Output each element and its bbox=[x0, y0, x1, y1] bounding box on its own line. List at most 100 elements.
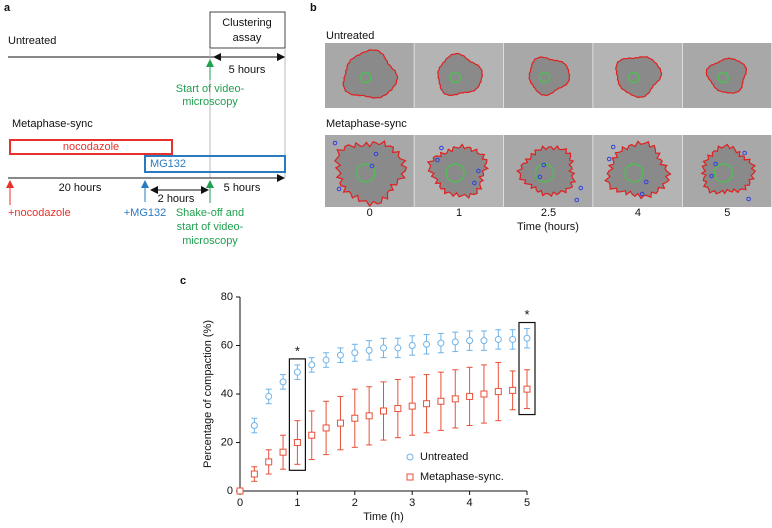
label: Shake-off and bbox=[176, 207, 244, 219]
point bbox=[437, 397, 445, 405]
stain bbox=[713, 163, 734, 183]
point bbox=[480, 390, 488, 398]
point bbox=[494, 335, 502, 343]
y-tick-label: 40 bbox=[221, 388, 233, 400]
dead-cell bbox=[713, 161, 718, 167]
y-tick-label: 60 bbox=[221, 339, 233, 351]
point bbox=[293, 368, 301, 376]
point bbox=[451, 338, 459, 346]
point bbox=[394, 405, 402, 413]
stain bbox=[445, 163, 465, 183]
point bbox=[509, 335, 517, 343]
cell-cluster bbox=[516, 145, 577, 198]
point bbox=[279, 448, 287, 456]
dead-cell bbox=[709, 173, 714, 179]
significance: * bbox=[524, 307, 529, 322]
cell-cluster bbox=[604, 140, 672, 200]
point bbox=[423, 340, 431, 348]
point bbox=[250, 470, 258, 478]
cell-cluster bbox=[334, 140, 408, 208]
point bbox=[480, 337, 488, 345]
y-axis-label: Percentage of compaction (%) bbox=[202, 320, 214, 468]
point bbox=[523, 385, 531, 393]
dead-cell bbox=[537, 174, 543, 180]
time-label: 1 bbox=[456, 207, 462, 219]
point bbox=[466, 337, 474, 345]
panel-letter: a bbox=[4, 2, 11, 14]
point bbox=[408, 342, 416, 349]
point bbox=[293, 439, 301, 446]
axis-label: Time (hours) bbox=[517, 221, 579, 233]
assay-box bbox=[209, 11, 286, 49]
dead-cell bbox=[439, 145, 444, 151]
y-tick-label: 0 bbox=[227, 485, 233, 497]
stain bbox=[359, 71, 372, 84]
stain bbox=[717, 71, 730, 84]
label: assay bbox=[233, 32, 262, 44]
time-label: 2.5 bbox=[541, 207, 556, 219]
label: +nocodazole bbox=[8, 207, 71, 219]
label: 20 hours bbox=[59, 182, 102, 194]
point bbox=[408, 402, 416, 410]
x-tick-label: 3 bbox=[409, 497, 415, 509]
point bbox=[322, 356, 330, 364]
dead-cell bbox=[435, 157, 440, 163]
label: MG132 bbox=[150, 158, 186, 170]
highlight-box bbox=[518, 321, 536, 416]
point bbox=[265, 458, 273, 466]
dead-cell bbox=[639, 191, 645, 197]
x-tick-label: 0 bbox=[237, 497, 243, 509]
cell-cluster bbox=[342, 49, 399, 99]
label: start of video- bbox=[177, 221, 244, 233]
label: microscopy bbox=[182, 235, 238, 247]
x-axis-label: Time (h) bbox=[363, 511, 404, 523]
dead-cell bbox=[336, 186, 342, 192]
x-tick-label: 5 bbox=[524, 497, 530, 509]
y-tick-label: 80 bbox=[221, 291, 233, 303]
cell-cluster bbox=[705, 57, 748, 94]
legend-label: Metaphase-sync. bbox=[420, 471, 504, 483]
dead-cell bbox=[332, 140, 338, 146]
point bbox=[351, 414, 359, 422]
point bbox=[336, 351, 344, 359]
label: Start of video- bbox=[176, 83, 245, 95]
panel-letter: b bbox=[310, 2, 317, 14]
panel-b: b Untreated Metaphase-sync Time (hours) … bbox=[310, 2, 772, 233]
point bbox=[394, 344, 402, 352]
row-label: Metaphase-sync bbox=[326, 118, 407, 130]
highlight-box bbox=[288, 358, 306, 471]
label: 5 hours bbox=[224, 182, 261, 194]
dead-cell bbox=[606, 156, 612, 162]
point bbox=[437, 339, 445, 347]
stain bbox=[449, 71, 461, 84]
legend-marker bbox=[406, 473, 414, 481]
point bbox=[523, 334, 531, 342]
y-tick-label: 20 bbox=[221, 436, 233, 448]
dead-cell bbox=[541, 162, 547, 168]
point bbox=[423, 400, 431, 408]
significance: * bbox=[295, 343, 300, 358]
dead-cell bbox=[476, 168, 481, 174]
cell-cluster bbox=[437, 52, 484, 96]
x-tick-label: 2 bbox=[352, 497, 358, 509]
dead-cell bbox=[369, 163, 375, 169]
point bbox=[365, 412, 373, 420]
stain bbox=[355, 163, 376, 183]
point bbox=[322, 424, 330, 432]
row-label: Untreated bbox=[326, 30, 374, 42]
point bbox=[509, 386, 517, 394]
point bbox=[279, 378, 287, 386]
point bbox=[466, 392, 474, 400]
panel-c: c 0 20 40 60 80 0 1 2 3 4 5 Time (h) Percentage of c… bbox=[180, 275, 536, 523]
panel-letter: c bbox=[180, 275, 186, 287]
point bbox=[451, 395, 459, 403]
point bbox=[494, 388, 502, 396]
point bbox=[250, 422, 258, 430]
dead-cell bbox=[610, 144, 616, 150]
label: nocodazole bbox=[63, 141, 119, 153]
dead-cell bbox=[373, 151, 379, 157]
point bbox=[236, 487, 244, 495]
nocodazole-box bbox=[9, 139, 173, 155]
point bbox=[380, 344, 387, 352]
dead-cell bbox=[574, 197, 580, 203]
